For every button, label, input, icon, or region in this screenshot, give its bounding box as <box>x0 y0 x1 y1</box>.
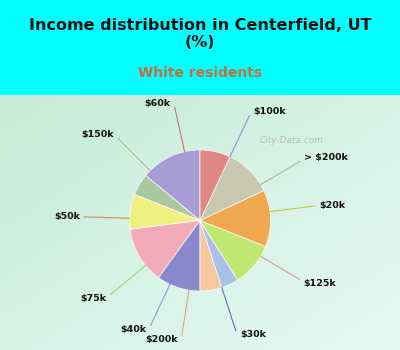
Text: Income distribution in Centerfield, UT
(%): Income distribution in Centerfield, UT (… <box>29 18 371 50</box>
Text: $30k: $30k <box>240 330 266 339</box>
Wedge shape <box>130 220 200 278</box>
Text: $200k: $200k <box>145 335 178 343</box>
Text: $75k: $75k <box>80 294 107 303</box>
Text: $100k: $100k <box>253 107 286 116</box>
Wedge shape <box>200 220 266 280</box>
Wedge shape <box>146 150 200 220</box>
Text: $60k: $60k <box>144 99 171 108</box>
Text: $150k: $150k <box>81 130 114 139</box>
Text: > $200k: > $200k <box>304 153 348 162</box>
Text: $40k: $40k <box>120 325 147 334</box>
Wedge shape <box>200 157 264 220</box>
Wedge shape <box>200 220 222 291</box>
Text: $50k: $50k <box>54 212 80 221</box>
Wedge shape <box>134 175 200 220</box>
Wedge shape <box>200 150 230 220</box>
Text: White residents: White residents <box>138 66 262 80</box>
Text: $20k: $20k <box>319 202 345 210</box>
Wedge shape <box>158 220 200 291</box>
Wedge shape <box>200 190 270 246</box>
Text: City-Data.com: City-Data.com <box>260 136 324 145</box>
Wedge shape <box>130 195 200 229</box>
Wedge shape <box>200 220 238 288</box>
Text: $125k: $125k <box>304 279 336 288</box>
